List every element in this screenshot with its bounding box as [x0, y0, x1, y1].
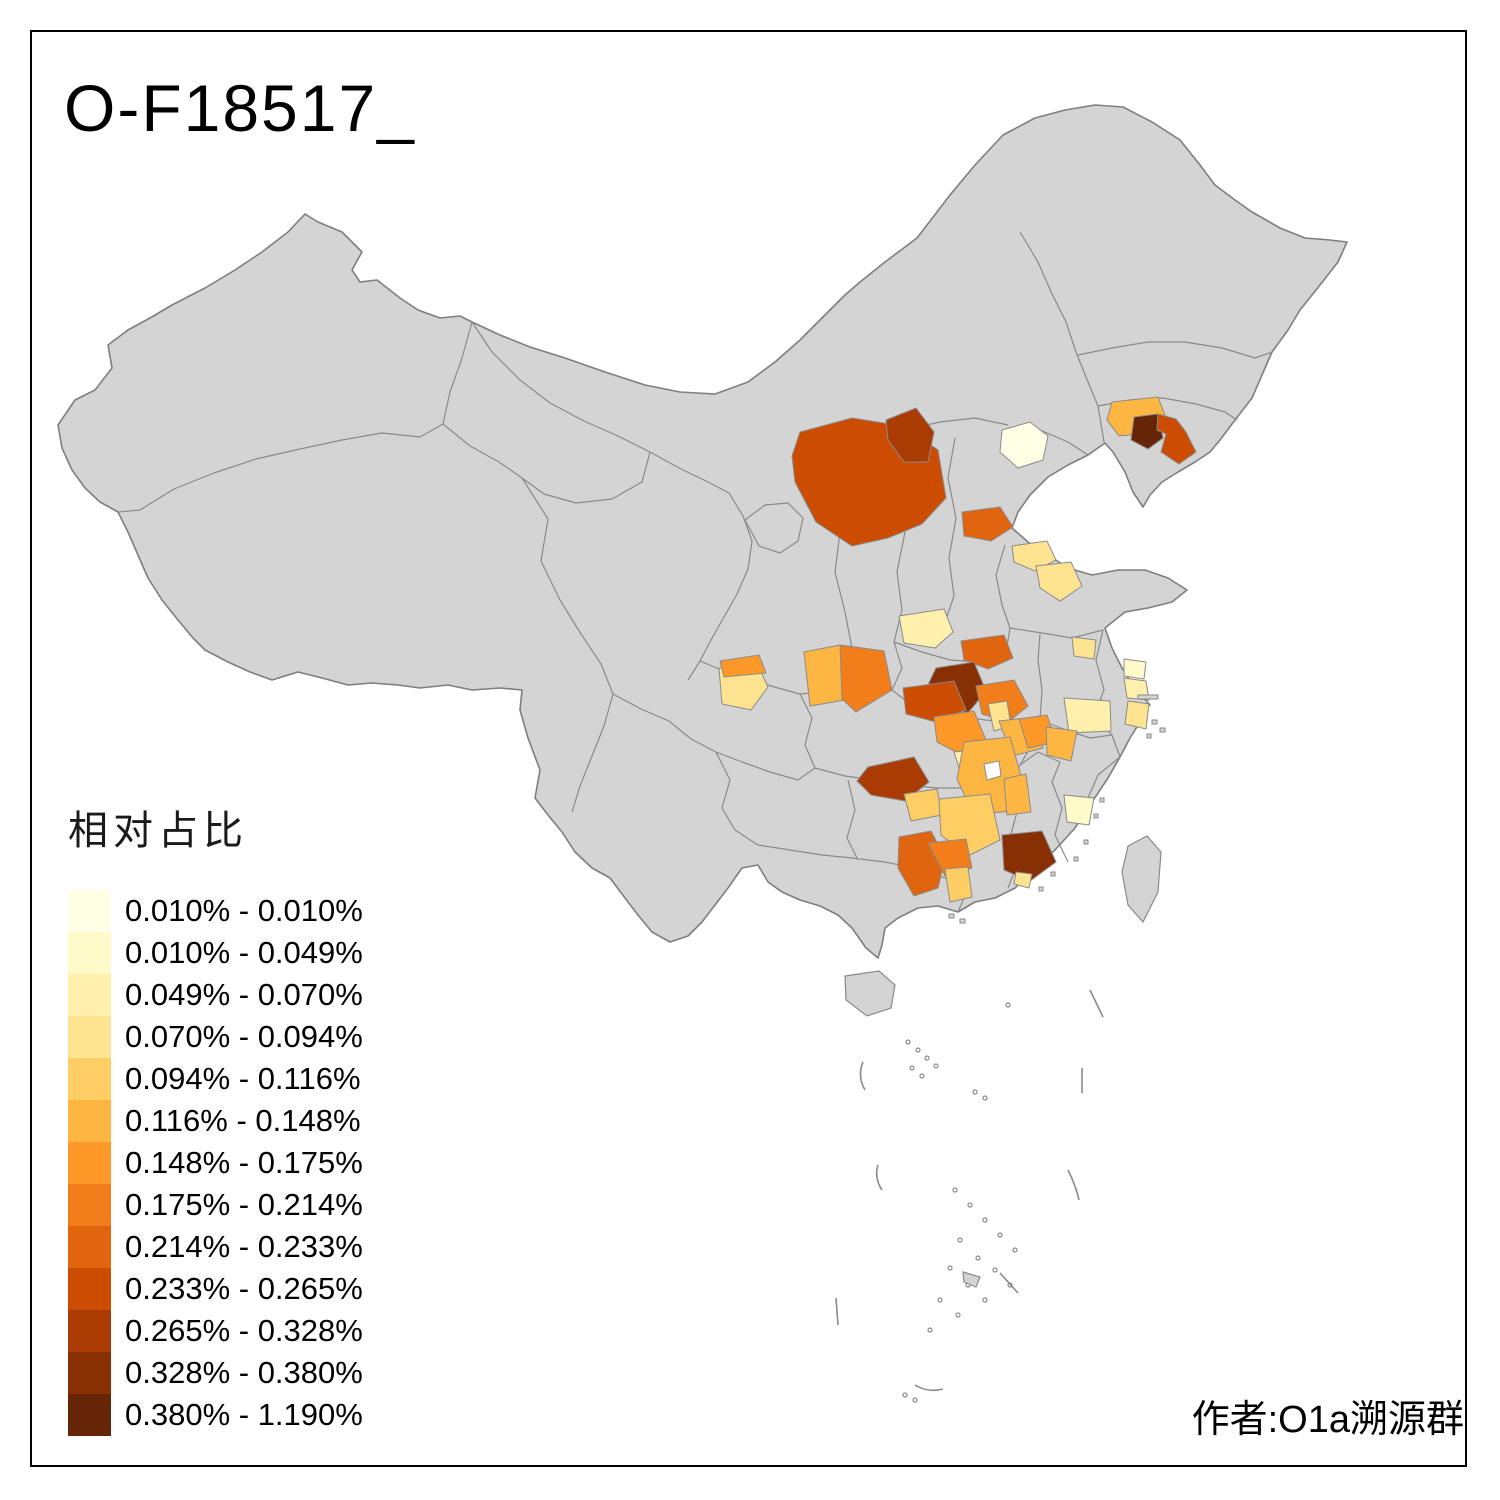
- map-region: [1001, 830, 1057, 882]
- map-region: [1124, 700, 1150, 730]
- legend: 相对占比 0.010% - 0.010% 0.010% - 0.049% 0.049…: [68, 798, 363, 1436]
- legend-swatch: [68, 1058, 111, 1100]
- map-region: [983, 760, 1002, 781]
- legend-row: 0.010% - 0.049%: [68, 932, 363, 974]
- map-region: [898, 608, 954, 649]
- legend-swatch: [68, 890, 111, 932]
- map-region: [1063, 697, 1112, 734]
- map-region: [1156, 413, 1197, 465]
- south-china-sea-islands: [902, 1002, 1018, 1403]
- map-region: [961, 506, 1014, 542]
- coastal-islands: [948, 694, 1166, 924]
- legend-label: 0.328% - 0.380%: [125, 1355, 363, 1390]
- legend-label: 0.010% - 0.049%: [125, 935, 363, 970]
- legend-swatch: [68, 1226, 111, 1268]
- map-region: [1013, 871, 1033, 889]
- map-region: [1003, 773, 1032, 816]
- choropleth-regions: [718, 396, 1197, 903]
- legend-label: 0.094% - 0.116%: [125, 1061, 361, 1096]
- legend-swatch: [68, 1184, 111, 1226]
- legend-swatch: [68, 1142, 111, 1184]
- map-region: [999, 421, 1049, 469]
- map-region: [1063, 794, 1095, 826]
- legend-swatch: [68, 932, 111, 974]
- legend-items: 0.010% - 0.010% 0.010% - 0.049% 0.049% - 0…: [68, 890, 363, 1436]
- map-region: [719, 654, 767, 678]
- legend-row: 0.148% - 0.175%: [68, 1142, 363, 1184]
- legend-row: 0.380% - 1.190%: [68, 1394, 363, 1436]
- legend-label: 0.049% - 0.070%: [125, 977, 363, 1012]
- plot-frame-border: [30, 30, 1467, 1467]
- legend-label: 0.116% - 0.148%: [125, 1103, 361, 1138]
- legend-row: 0.094% - 0.116%: [68, 1058, 363, 1100]
- legend-swatch: [68, 1394, 111, 1436]
- map-region: [1130, 413, 1164, 450]
- map-region: [1045, 726, 1078, 762]
- legend-label: 0.233% - 0.265%: [125, 1271, 363, 1306]
- legend-row: 0.328% - 0.380%: [68, 1352, 363, 1394]
- nine-dash-line: [835, 989, 1104, 1392]
- map-region: [856, 756, 930, 802]
- page-title: O-F18517_: [64, 71, 416, 145]
- legend-swatch: [68, 1268, 111, 1310]
- map-region: [927, 838, 973, 877]
- legend-row: 0.265% - 0.328%: [68, 1310, 363, 1352]
- legend-row: 0.175% - 0.214%: [68, 1184, 363, 1226]
- legend-row: 0.010% - 0.010%: [68, 890, 363, 932]
- legend-row: 0.214% - 0.233%: [68, 1226, 363, 1268]
- map-region: [1035, 561, 1083, 602]
- map-region: [960, 634, 1014, 670]
- map-region: [1123, 658, 1147, 680]
- legend-label: 0.010% - 0.010%: [125, 893, 363, 928]
- legend-row: 0.070% - 0.094%: [68, 1016, 363, 1058]
- legend-label: 0.265% - 0.328%: [125, 1313, 363, 1348]
- legend-swatch: [68, 1310, 111, 1352]
- legend-row: 0.233% - 0.265%: [68, 1268, 363, 1310]
- legend-label: 0.175% - 0.214%: [125, 1187, 363, 1222]
- legend-title: 相对占比: [68, 809, 248, 853]
- legend-swatch: [68, 1352, 111, 1394]
- legend-swatch: [68, 1016, 111, 1058]
- legend-label: 0.380% - 1.190%: [125, 1397, 363, 1432]
- hainan-island: [844, 970, 896, 1017]
- legend-row: 0.116% - 0.148%: [68, 1100, 363, 1142]
- legend-label: 0.070% - 0.094%: [125, 1019, 363, 1054]
- map-region: [975, 679, 1029, 723]
- legend-swatch: [68, 1100, 111, 1142]
- legend-label: 0.148% - 0.175%: [125, 1145, 363, 1180]
- legend-swatch: [68, 974, 111, 1016]
- map-region: [944, 866, 973, 903]
- attribution: 作者:O1a溯源群: [1191, 1399, 1464, 1441]
- taiwan-island: [1121, 835, 1162, 924]
- map-region: [839, 644, 893, 713]
- map-region: [1071, 636, 1097, 660]
- legend-row: 0.049% - 0.070%: [68, 974, 363, 1016]
- map-region: [885, 407, 935, 463]
- legend-label: 0.214% - 0.233%: [125, 1229, 363, 1264]
